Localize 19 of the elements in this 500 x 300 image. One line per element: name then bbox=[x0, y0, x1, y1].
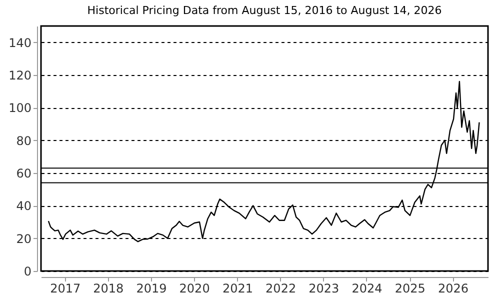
x-tick-label: 2019 bbox=[136, 282, 167, 296]
x-tick-label: 2018 bbox=[93, 282, 124, 296]
chart-title: Historical Pricing Data from August 15, 2016 to August 14, 2026 bbox=[87, 4, 442, 17]
x-tick-label: 2021 bbox=[222, 282, 254, 296]
y-tick-label: 20 bbox=[16, 232, 32, 246]
y-tick-label: 0 bbox=[24, 264, 32, 278]
y-tick-label: 100 bbox=[8, 101, 32, 116]
y-tick-label: 60 bbox=[16, 166, 32, 180]
x-tick-label: 2026 bbox=[438, 282, 468, 296]
x-tick-label: 2023 bbox=[308, 282, 340, 296]
x-tick-label: 2025 bbox=[394, 282, 426, 296]
y-tick-label: 40 bbox=[16, 199, 32, 214]
x-tick-label: 2022 bbox=[266, 282, 296, 296]
y-tick-label: 120 bbox=[8, 68, 32, 82]
x-tick-label: 2017 bbox=[50, 282, 81, 296]
x-tick-label: 2020 bbox=[179, 282, 210, 296]
y-tick-label: 140 bbox=[8, 36, 32, 50]
y-tick-label: 80 bbox=[16, 134, 32, 148]
x-tick-label: 2024 bbox=[352, 282, 382, 296]
